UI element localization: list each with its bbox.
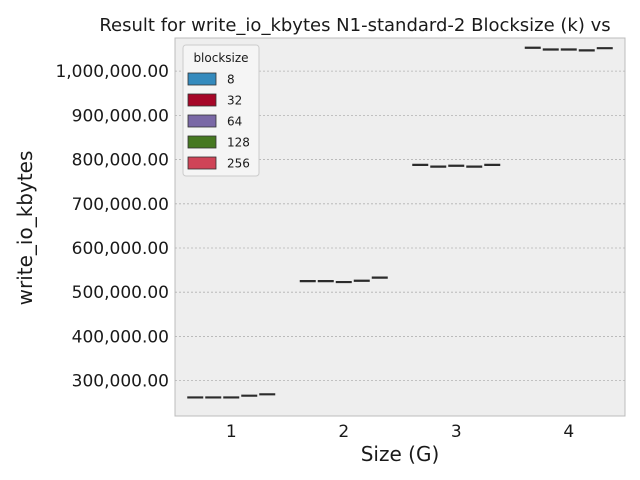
x-tick-label: 4 — [563, 422, 574, 442]
y-tick-label: 700,000.00 — [72, 195, 169, 215]
legend-label-64: 64 — [227, 115, 242, 129]
legend-label-8: 8 — [227, 73, 235, 87]
gridlines — [175, 70, 625, 382]
legend-label-128: 128 — [227, 136, 250, 150]
legend-swatch-256 — [187, 156, 217, 170]
legend-label-32: 32 — [227, 94, 242, 108]
legend-label-256: 256 — [227, 157, 250, 171]
legend-swatch-32 — [187, 93, 217, 107]
chart-title: Result for write_io_kbytes N1-standard-2… — [99, 15, 610, 36]
legend: blocksize 8 32 64 128 256 — [182, 44, 260, 177]
x-tick-label: 1 — [226, 422, 237, 442]
y-axis-label: write_io_kbytes — [13, 151, 37, 306]
y-tick-label: 500,000.00 — [72, 283, 169, 303]
box-marks — [187, 46, 613, 399]
y-tick-label: 900,000.00 — [72, 106, 169, 126]
legend-swatch-64 — [187, 114, 217, 128]
x-axis-ticks: 1 2 3 4 — [226, 422, 574, 442]
legend-title: blocksize — [193, 51, 248, 65]
y-tick-label: 400,000.00 — [72, 327, 169, 347]
x-tick-label: 2 — [338, 422, 349, 442]
x-axis-label: Size (G) — [361, 442, 440, 466]
legend-swatch-8 — [187, 72, 217, 86]
y-tick-label: 1,000,000.00 — [55, 62, 169, 82]
y-tick-label: 300,000.00 — [72, 372, 169, 392]
legend-swatch-128 — [187, 135, 217, 149]
x-tick-label: 3 — [451, 422, 462, 442]
y-tick-label: 600,000.00 — [72, 239, 169, 259]
y-axis-ticks: 300,000.00 400,000.00 500,000.00 600,000.00… — [55, 62, 169, 391]
y-tick-label: 800,000.00 — [72, 151, 169, 171]
